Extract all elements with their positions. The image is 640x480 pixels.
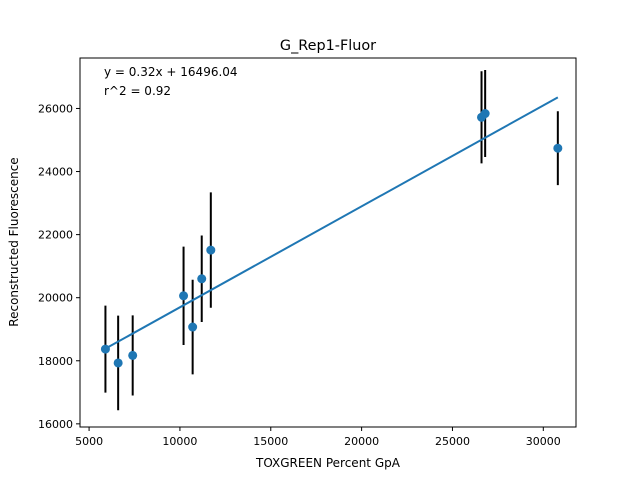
y-axis: 16000 18000 20000 22000 24000 26000: [38, 102, 80, 431]
data-point: [553, 143, 563, 153]
y-tick-label: 18000: [38, 355, 73, 368]
data-point: [188, 322, 198, 332]
x-tick-label: 15000: [253, 435, 288, 448]
data-point: [480, 109, 490, 119]
y-tick-label: 22000: [38, 229, 73, 242]
data-point: [206, 245, 216, 255]
data-point: [113, 358, 123, 368]
data-point: [197, 274, 207, 284]
data-point: [128, 350, 138, 360]
r-squared-annotation: r^2 = 0.92: [104, 84, 171, 98]
x-tick-label: 25000: [435, 435, 470, 448]
x-tick-label: 5000: [75, 435, 103, 448]
y-tick-label: 26000: [38, 102, 73, 115]
y-tick-label: 16000: [38, 418, 73, 431]
data-point: [100, 344, 110, 354]
x-axis: 5000 10000 15000 20000 25000 30000: [75, 427, 561, 448]
fit-line: [104, 96, 559, 350]
plot-frame: [79, 57, 577, 428]
fit-equation-annotation: y = 0.32x + 16496.04: [104, 65, 238, 79]
y-tick-label: 24000: [38, 166, 73, 179]
chart-title: G_Rep1-Fluor: [280, 38, 376, 54]
x-axis-label: TOXGREEN Percent GpA: [255, 456, 401, 470]
data-point: [179, 291, 189, 301]
x-tick-label: 10000: [162, 435, 197, 448]
y-axis-label: Reconstructed Fluorescence: [7, 157, 21, 326]
y-tick-label: 20000: [38, 292, 73, 305]
x-tick-label: 30000: [526, 435, 561, 448]
plot-area: [100, 69, 563, 411]
x-tick-label: 20000: [344, 435, 379, 448]
